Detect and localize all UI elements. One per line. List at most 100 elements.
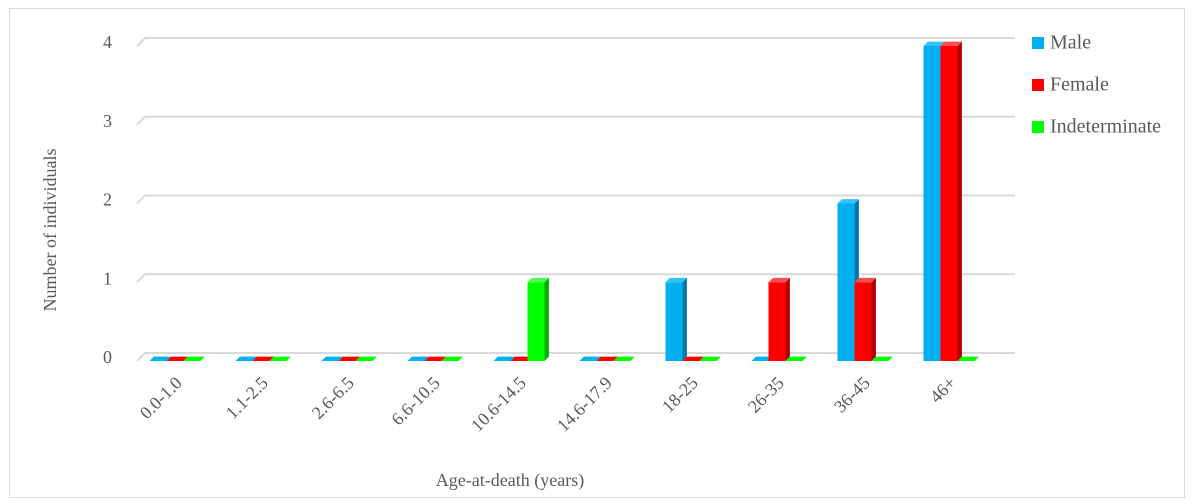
bar-top: [493, 356, 515, 361]
bar-male-26-35: [751, 356, 773, 362]
legend-item-indeterminate: Indeterminate: [1032, 116, 1161, 138]
bar-top: [338, 356, 360, 361]
bar-female-14.6-17.9: [596, 356, 618, 362]
x-axis-ticks: 0.0-1.0 1.1-2.5 2.6-6.5 6.6-10.5 10.6-14.5 14…: [136, 373, 960, 436]
x-tick-label: 46+: [926, 373, 960, 407]
bar-male-14.6-17.9: [579, 356, 601, 362]
bar-male-10.6-14.5: [493, 356, 515, 362]
bar-top: [751, 356, 773, 361]
y-tick-label: 0: [103, 347, 112, 367]
bars: [149, 41, 979, 362]
bar-indeterminate-14.6-17.9: [613, 356, 635, 362]
bar-indeterminate-26-35: [785, 356, 807, 362]
bar-female-36-45: [854, 277, 876, 361]
bar-female-18-25: [682, 356, 704, 362]
x-tick-label: 0.0-1.0: [136, 373, 186, 423]
legend-label: Female: [1050, 74, 1109, 96]
bar-male-0.0-1.0: [149, 356, 171, 362]
bar-top: [166, 356, 188, 361]
bar-top: [183, 356, 205, 361]
bar-side: [871, 277, 876, 361]
bar-top: [510, 356, 532, 361]
bar-front: [923, 46, 941, 361]
bar-indeterminate-6.6-10.5: [441, 356, 463, 362]
gridline: [136, 37, 1015, 47]
x-tick-label: 18-25: [658, 373, 702, 417]
bar-female-46+: [940, 41, 962, 361]
legend-item-male: Male: [1032, 32, 1091, 54]
bar-top: [269, 356, 291, 361]
bar-top: [149, 356, 171, 361]
x-tick-label: 26-35: [744, 373, 788, 417]
bar-front: [665, 282, 683, 361]
x-axis-label: Age-at-death (years): [436, 470, 584, 491]
bar-top: [235, 356, 257, 361]
bar-male-1.1-2.5: [235, 356, 257, 362]
legend-swatch: [1032, 121, 1044, 133]
bar-top: [665, 277, 687, 283]
gridline: [136, 273, 1015, 283]
bar-top: [355, 356, 377, 361]
bar-top: [854, 277, 876, 283]
bar-female-0.0-1.0: [166, 356, 188, 362]
bar-indeterminate-1.1-2.5: [269, 356, 291, 362]
bar-top: [579, 356, 601, 361]
bar-top: [699, 356, 721, 361]
bar-indeterminate-0.0-1.0: [183, 356, 205, 362]
bar-side: [544, 277, 549, 361]
bar-front: [837, 203, 855, 361]
legend-swatch: [1032, 37, 1044, 49]
legend-item-female: Female: [1032, 74, 1109, 96]
gridline: [136, 194, 1015, 205]
bar-indeterminate-36-45: [871, 356, 893, 362]
bar-front: [854, 282, 872, 361]
bar-male-18-25: [665, 277, 687, 361]
bar-top: [407, 356, 429, 361]
bar-top: [252, 356, 274, 361]
y-axis-ticks: 0 1 2 3 4: [103, 32, 112, 367]
x-tick-label: 1.1-2.5: [222, 373, 272, 423]
x-tick-label: 36-45: [830, 373, 874, 417]
bar-top: [441, 356, 463, 361]
bar-top: [527, 277, 549, 283]
legend: Male Female Indeterminate: [1032, 32, 1161, 138]
bar-side: [785, 277, 790, 361]
bar-front: [940, 46, 958, 361]
bar-top: [940, 41, 962, 46]
x-tick-label: 14.6-17.9: [553, 373, 616, 436]
legend-label: Indeterminate: [1050, 116, 1161, 138]
bar-top: [321, 356, 343, 361]
bar-top: [613, 356, 635, 361]
bar-indeterminate-18-25: [699, 356, 721, 362]
bar-male-6.6-10.5: [407, 356, 429, 362]
bar-female-2.6-6.5: [338, 356, 360, 362]
bar-side: [682, 277, 687, 361]
bar-indeterminate-46+: [957, 356, 979, 362]
x-tick-label: 2.6-6.5: [308, 373, 358, 423]
gridlines: [136, 37, 1015, 362]
legend-label: Male: [1050, 32, 1091, 54]
legend-swatch: [1032, 79, 1044, 91]
bar-top: [768, 277, 790, 283]
bar-top: [923, 41, 945, 46]
y-tick-label: 4: [103, 32, 112, 52]
bar-top: [871, 356, 893, 361]
bar-female-6.6-10.5: [424, 356, 446, 362]
bar-top: [596, 356, 618, 361]
bar-top: [682, 356, 704, 361]
bar-indeterminate-10.6-14.5: [527, 277, 549, 361]
bar-indeterminate-2.6-6.5: [355, 356, 377, 362]
bar-female-1.1-2.5: [252, 356, 274, 362]
bar-front: [768, 282, 786, 361]
bar-front: [527, 282, 545, 361]
bar-male-2.6-6.5: [321, 356, 343, 362]
chart-frame: [9, 8, 1185, 498]
bar-top: [424, 356, 446, 361]
bar-side: [957, 41, 962, 361]
y-axis-label: Number of individuals: [40, 149, 60, 312]
x-tick-label: 10.6-14.5: [467, 373, 530, 436]
bar-top: [837, 199, 859, 204]
x-tick-label: 6.6-10.5: [387, 373, 444, 430]
gridline: [136, 115, 1015, 126]
